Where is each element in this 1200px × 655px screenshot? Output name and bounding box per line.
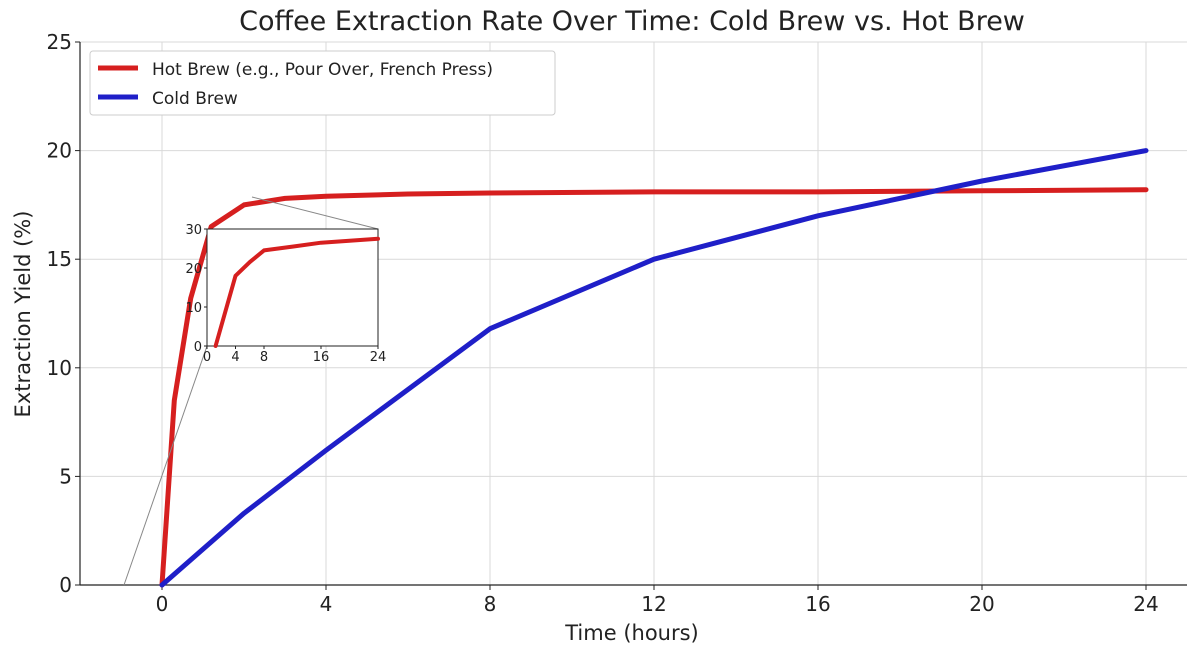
x-tick-label: 24 [1133,592,1158,616]
inset-connector-upper [251,196,379,230]
inset-x-tick-label: 24 [370,350,387,365]
inset-connector-lower [123,345,208,586]
inset-series-layer [213,236,380,348]
inset-x-tick-label: 0 [203,350,211,365]
legend-label-cold-brew: Cold Brew [152,89,238,109]
series-layer [159,148,1149,588]
y-tick-label: 0 [59,573,72,597]
y-tick-label: 25 [47,30,72,54]
axes [75,41,1187,590]
x-tick-label: 20 [969,592,994,616]
inset-x-tick-label: 4 [231,350,239,365]
x-axis-label: Time (hours) [564,621,699,645]
inset-y-tick-label: 0 [194,340,202,355]
legend-box [89,50,556,116]
inset-y-tick-label: 10 [185,301,202,316]
series-line-cold-brew [159,148,1149,588]
y-tick-label: 10 [47,356,72,380]
inset-series-line-0 [213,236,380,348]
x-tick-label: 12 [641,592,666,616]
legend-label-hot-brew: Hot Brew (e.g., Pour Over, French Press) [152,60,493,80]
tick-labels: 0 4 8 12 16 20 24 0 5 10 15 20 25 [47,30,1159,616]
y-tick-label: 20 [47,139,72,163]
inset-y-tick-label: 30 [185,223,202,238]
x-tick-label: 8 [484,592,497,616]
x-tick-label: 0 [156,592,169,616]
y-tick-label: 5 [59,464,72,488]
legend: Hot Brew (e.g., Pour Over, French Press)… [89,50,556,116]
inset-tick-labels: 0 4 8 16 24 0 10 20 30 [185,223,386,365]
x-tick-label: 4 [320,592,333,616]
x-tick-label: 16 [805,592,830,616]
y-tick-label: 15 [47,247,72,271]
chart-title: Coffee Extraction Rate Over Time: Cold B… [239,6,1025,37]
inset-chart: 0 4 8 16 24 0 10 20 30 [185,223,386,365]
inset-x-tick-label: 16 [313,350,330,365]
inset-y-tick-label: 20 [185,262,202,277]
y-axis-label: Extraction Yield (%) [11,211,35,418]
inset-zoom-connectors [123,196,379,586]
series-line-hot-brew-e-g-pour-over-french-press [159,187,1149,588]
inset-x-tick-label: 8 [260,350,268,365]
